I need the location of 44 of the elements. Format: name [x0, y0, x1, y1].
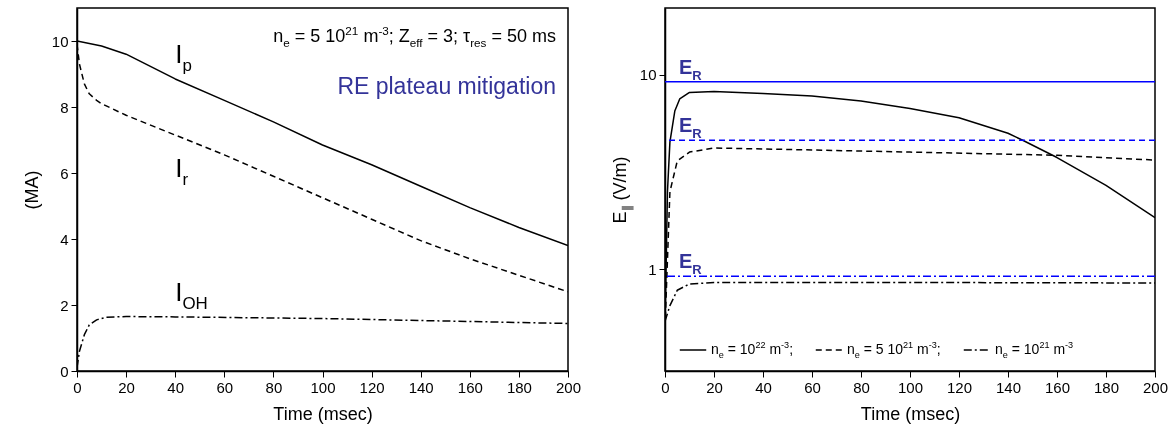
series-label: I$_{OH}$: [175, 276, 208, 313]
x-tick-label: 140: [408, 378, 434, 396]
x-tick-label: 60: [804, 378, 821, 396]
y-tick-label: 2: [60, 296, 69, 314]
y-tick-label: 4: [60, 230, 69, 248]
ref-line-label: E$_{R}$: [679, 114, 703, 142]
series-label: I$_{r}$: [175, 153, 189, 189]
x-tick-label: 180: [506, 378, 532, 396]
x-tick-label: 0: [73, 378, 82, 396]
x-tick-label: 140: [995, 378, 1022, 396]
y-tick-label: 8: [60, 98, 69, 116]
x-tick-label: 0: [661, 378, 670, 396]
x-tick-label: 120: [946, 378, 973, 396]
x-axis-title: Time (msec): [273, 403, 373, 424]
legend-label: n$_{e}$ = 5 10$^{21}$ m$^{-3}$;: [847, 340, 941, 361]
series-label: I$_{p}$: [175, 38, 192, 75]
ref-line-label: E$_{R}$: [679, 55, 703, 83]
x-tick-label: 180: [1093, 378, 1120, 396]
x-tick-label: 160: [457, 378, 483, 396]
x-tick-label: 160: [1044, 378, 1071, 396]
x-tick-label: 100: [310, 378, 336, 396]
y-axis-title: (MA): [21, 170, 42, 210]
x-tick-label: 200: [555, 378, 582, 396]
x-tick-label: 20: [118, 378, 135, 396]
x-tick-label: 200: [1142, 378, 1169, 396]
annotation: RE plateau mitigation: [337, 73, 556, 99]
x-tick-label: 100: [897, 378, 924, 396]
x-tick-label: 80: [265, 378, 283, 396]
text: n$_{e}$ = 5 10$^{21}$ m$^{-3}$; Z$_{eff}$ = 3; τ$_{res}$ = 50 ms: [273, 23, 556, 50]
x-tick-label: 120: [359, 378, 385, 396]
x-tick-label: 40: [167, 378, 185, 396]
y-tick-label: 10: [51, 32, 69, 50]
legend-label: n$_{e}$ = 10$^{21}$ m$^{-3}$: [995, 340, 1074, 361]
x-tick-label: 60: [216, 378, 234, 396]
y-tick-label: 0: [60, 362, 69, 380]
ref-line-label: E$_{R}$: [679, 250, 703, 278]
y-tick-label: 6: [60, 164, 69, 182]
y-tick-label: 10: [639, 66, 657, 84]
x-tick-label: 20: [706, 378, 723, 396]
y-tick-label: 1: [648, 260, 657, 278]
x-tick-label: 80: [853, 378, 870, 396]
x-axis-title: Time (msec): [860, 403, 961, 424]
x-tick-label: 40: [755, 378, 772, 396]
legend-label: n$_{e}$ = 10$^{22}$ m$^{-3}$;: [711, 340, 794, 361]
